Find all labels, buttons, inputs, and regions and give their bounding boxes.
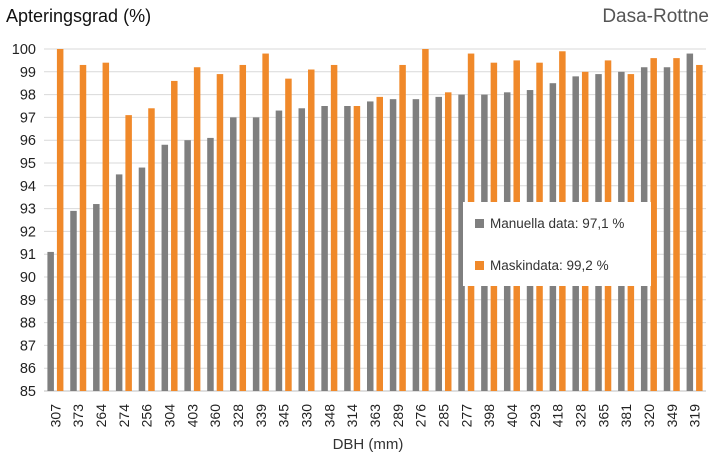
x-tick-label: 320 bbox=[641, 404, 657, 428]
y-tick-label: 96 bbox=[20, 133, 36, 149]
bar-maskindata bbox=[422, 49, 429, 391]
y-tick-label: 91 bbox=[20, 247, 36, 263]
bar-manuella bbox=[230, 117, 237, 392]
bar-maskindata bbox=[171, 80, 178, 392]
bar-manuella bbox=[435, 96, 442, 391]
y-tick-label: 88 bbox=[20, 316, 36, 332]
y-tick-label: 92 bbox=[20, 224, 36, 240]
x-tick-label: 404 bbox=[504, 404, 520, 428]
y-axis-label: Apteringsgrad (%) bbox=[6, 6, 152, 26]
bar-manuella bbox=[275, 110, 283, 391]
bar-maskindata bbox=[353, 106, 361, 391]
bar-maskindata bbox=[399, 64, 406, 392]
bar-manuella bbox=[47, 251, 54, 391]
x-tick-label: 307 bbox=[47, 404, 63, 428]
y-tick-label: 90 bbox=[20, 270, 36, 286]
bar-maskindata bbox=[444, 92, 452, 391]
bar-manuella bbox=[184, 140, 191, 391]
x-tick-label: 381 bbox=[618, 404, 634, 428]
bar-manuella bbox=[161, 144, 169, 391]
y-tick-label: 97 bbox=[20, 110, 36, 126]
y-tick-label: 99 bbox=[20, 65, 36, 81]
bar-manuella bbox=[115, 174, 123, 391]
x-tick-label: 293 bbox=[527, 404, 543, 428]
x-tick-label: 418 bbox=[550, 404, 566, 428]
x-tick-label: 363 bbox=[367, 404, 383, 428]
bar-maskindata bbox=[376, 96, 383, 391]
y-tick-label: 89 bbox=[20, 293, 36, 309]
bar-maskindata bbox=[673, 58, 680, 392]
x-tick-label: 360 bbox=[207, 404, 223, 428]
bar-manuella bbox=[298, 108, 306, 391]
bar-manuella bbox=[344, 106, 351, 391]
x-tick-label: 348 bbox=[321, 404, 337, 428]
x-tick-label: 328 bbox=[572, 404, 588, 428]
x-tick-label: 274 bbox=[116, 404, 132, 428]
bar-manuella bbox=[321, 106, 328, 391]
legend: Manuella data: 97,1 % Maskindata: 99,2 % bbox=[463, 202, 651, 286]
x-tick-label: 264 bbox=[93, 404, 109, 428]
bar-manuella bbox=[389, 99, 397, 391]
x-tick-label: 365 bbox=[595, 404, 611, 428]
bar-manuella bbox=[367, 101, 374, 391]
x-tick-label: 330 bbox=[299, 404, 315, 428]
bar-maskindata bbox=[193, 67, 201, 392]
bar-manuella bbox=[412, 99, 420, 391]
x-tick-label: 345 bbox=[276, 404, 292, 428]
bar-maskindata bbox=[239, 64, 247, 392]
bar-maskindata bbox=[148, 108, 155, 391]
bar-maskindata bbox=[650, 58, 657, 392]
bar-manuella bbox=[458, 94, 465, 391]
bar-maskindata bbox=[285, 78, 292, 391]
y-tick-label: 86 bbox=[20, 361, 36, 377]
x-tick-label: 289 bbox=[390, 404, 406, 428]
x-tick-label: 349 bbox=[664, 404, 680, 428]
y-tick-label: 93 bbox=[20, 202, 36, 218]
bar-manuella bbox=[663, 67, 671, 392]
legend-label-maskindata: Maskindata: 99,2 % bbox=[490, 258, 609, 273]
bar-manuella bbox=[252, 117, 260, 392]
bar-maskindata bbox=[79, 64, 87, 392]
legend-swatch-manuella bbox=[475, 219, 484, 228]
bar-manuella bbox=[138, 167, 146, 391]
bar-maskindata bbox=[216, 74, 224, 391]
x-tick-label: 328 bbox=[230, 404, 246, 428]
bar-manuella bbox=[207, 137, 214, 391]
bar-maskindata bbox=[56, 49, 64, 391]
x-tick-label: 256 bbox=[139, 404, 155, 428]
legend-swatch-maskindata bbox=[475, 261, 484, 270]
x-tick-label: 403 bbox=[184, 404, 200, 428]
legend-item-manuella: Manuella data: 97,1 % bbox=[475, 216, 624, 231]
bar-maskindata bbox=[330, 64, 338, 392]
bar-manuella bbox=[93, 204, 100, 391]
y-tick-label: 85 bbox=[20, 384, 36, 400]
legend-item-maskindata: Maskindata: 99,2 % bbox=[475, 258, 609, 273]
y-tick-label: 94 bbox=[20, 179, 36, 195]
bar-maskindata bbox=[696, 64, 703, 392]
x-tick-label: 304 bbox=[162, 404, 178, 428]
x-tick-label: 276 bbox=[413, 404, 429, 428]
x-tick-label: 319 bbox=[687, 404, 703, 428]
bar-maskindata bbox=[262, 53, 269, 392]
x-tick-label: 314 bbox=[344, 404, 360, 428]
x-axis-label: DBH (mm) bbox=[333, 436, 404, 453]
x-tick-label: 285 bbox=[435, 404, 451, 428]
y-tick-labels: 85 86 87 88 89 90 91 92 93 94 95 96 97 98 99 100 bbox=[12, 42, 36, 400]
bar-manuella bbox=[686, 53, 694, 392]
chart-title: Dasa-Rottne bbox=[602, 6, 709, 27]
x-tick-labels: 307 373 264 274 256 304 403 360 328 339 345 330 348 3… bbox=[47, 404, 702, 428]
legend-label-manuella: Manuella data: 97,1 % bbox=[490, 216, 625, 231]
bar-manuella bbox=[70, 210, 77, 391]
bar-maskindata bbox=[125, 115, 132, 392]
y-tick-label: 100 bbox=[12, 42, 36, 58]
x-tick-label: 373 bbox=[70, 404, 86, 428]
x-tick-label: 339 bbox=[253, 404, 269, 428]
bar-maskindata bbox=[308, 69, 315, 392]
x-tick-label: 277 bbox=[458, 404, 474, 428]
y-tick-label: 87 bbox=[20, 338, 36, 354]
x-tick-label: 398 bbox=[481, 404, 497, 428]
y-tick-label: 98 bbox=[20, 88, 36, 104]
bar-maskindata bbox=[102, 62, 110, 392]
y-tick-label: 95 bbox=[20, 156, 36, 172]
